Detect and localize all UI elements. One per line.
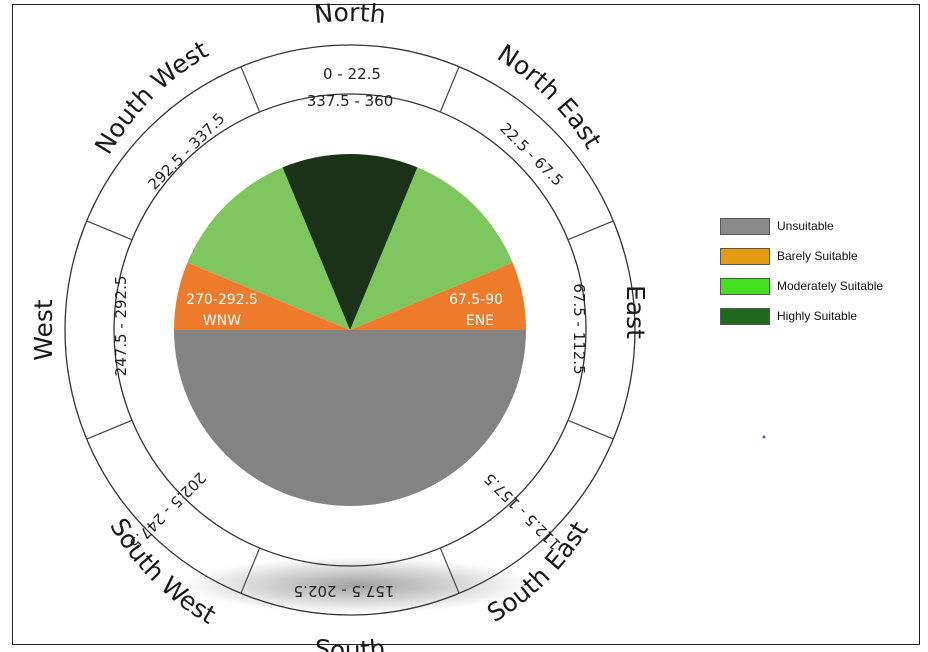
range-label-south-west: 202.5 - 247.5 — [126, 469, 210, 553]
range-label-south-east: 112.5 - 157.5 — [480, 470, 564, 554]
direction-label-south: South — [313, 634, 387, 652]
legend-item-highly-suitable: Highly Suitable — [720, 301, 883, 331]
range-label-south: 157.5 - 202.5 — [294, 582, 395, 600]
legend-label-moderately-suitable: Moderately Suitable — [777, 279, 884, 293]
legend-item-moderately-suitable: Moderately Suitable — [720, 271, 883, 301]
wedge-nw-moderate — [187, 167, 350, 330]
wedge-east-name: ENE — [466, 313, 494, 329]
legend-swatch-unsuitable — [720, 217, 770, 235]
wedge-west-range: 270-292.5 — [186, 292, 258, 308]
direction-label-north: North — [313, 0, 387, 29]
direction-label-east: East — [621, 285, 650, 339]
wedge-west-barely — [174, 262, 350, 330]
range-label-west: 247.5 - 292.5 — [112, 276, 130, 377]
range-label-north-2: 337.5 - 360 — [307, 92, 394, 110]
wedge-west-name: WNW — [203, 313, 241, 329]
legend-swatch-moderately-suitable — [720, 277, 770, 295]
legend: Unsuitable Barely Suitable Moderately Su… — [720, 211, 883, 331]
direction-label-west: West — [29, 299, 58, 361]
legend-label-unsuitable: Unsuitable — [777, 219, 834, 233]
inner-ring — [113, 93, 587, 567]
stray-dot — [762, 435, 766, 439]
legend-swatch-highly-suitable — [720, 307, 770, 325]
suitability-pie — [174, 153, 526, 506]
wedge-east-range: 67.5-90 — [449, 292, 503, 308]
unsuitable-half — [174, 330, 526, 506]
range-label-north-west: 292.5 - 337.5 — [144, 109, 228, 193]
legend-item-barely-suitable: Barely Suitable — [720, 241, 883, 271]
outer-ring — [64, 44, 636, 616]
range-label-east: 67.5 - 112.5 — [570, 283, 588, 374]
direction-label-south-west: South West — [104, 513, 221, 630]
wedge-ne-moderate — [350, 167, 513, 330]
legend-swatch-barely-suitable — [720, 247, 770, 265]
wedge-north-highly — [282, 153, 418, 330]
legend-item-unsuitable: Unsuitable — [720, 211, 883, 241]
legend-label-highly-suitable: Highly Suitable — [777, 309, 858, 323]
sector-dividers — [86, 66, 614, 594]
range-label-north-1: 0 - 22.5 — [323, 65, 381, 83]
legend-label-barely-suitable: Barely Suitable — [777, 249, 858, 263]
wedge-east-barely — [350, 262, 526, 330]
